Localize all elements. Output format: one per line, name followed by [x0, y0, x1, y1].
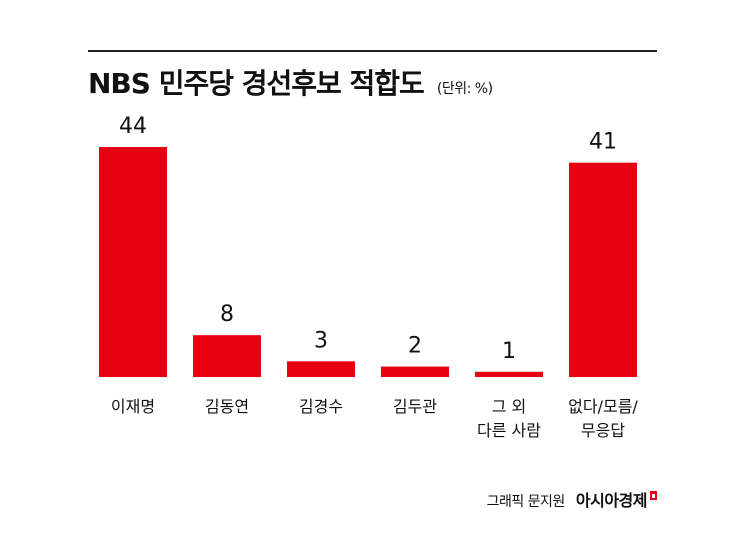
brand-logo-icon	[650, 491, 657, 500]
category-label-5: 그 외 다른 사람	[477, 397, 541, 440]
chart-title-block: NBS 민주당 경선후보 적합도 (단위: %)	[88, 62, 493, 102]
brand-logo-text: 아시아경제	[575, 491, 648, 510]
category-label-4: 김두관	[393, 397, 437, 416]
bar-5	[475, 371, 543, 377]
category-label-3: 김경수	[299, 397, 343, 416]
category-label-6: 없다/모름/무응답	[568, 397, 638, 440]
footer: 그래픽 문지원 아시아경제	[487, 487, 657, 511]
value-label-5: 1	[502, 339, 516, 364]
bar-6	[569, 162, 637, 377]
chart-title: NBS 민주당 경선후보 적합도	[88, 67, 425, 100]
top-rule	[88, 50, 657, 52]
graphic-credit: 그래픽 문지원	[486, 494, 566, 510]
bar-1	[99, 147, 167, 377]
category-label-2: 김동연	[205, 397, 249, 416]
bar-3	[287, 361, 355, 377]
bar-4	[381, 366, 449, 377]
value-label-3: 3	[314, 328, 328, 353]
value-label-1: 44	[119, 114, 147, 139]
category-label-1: 이재명	[111, 397, 155, 416]
value-label-4: 2	[408, 334, 422, 359]
value-label-6: 41	[589, 130, 617, 155]
bar-2	[193, 335, 261, 377]
value-label-2: 8	[220, 302, 234, 327]
unit-label: (단위: %)	[436, 81, 493, 97]
